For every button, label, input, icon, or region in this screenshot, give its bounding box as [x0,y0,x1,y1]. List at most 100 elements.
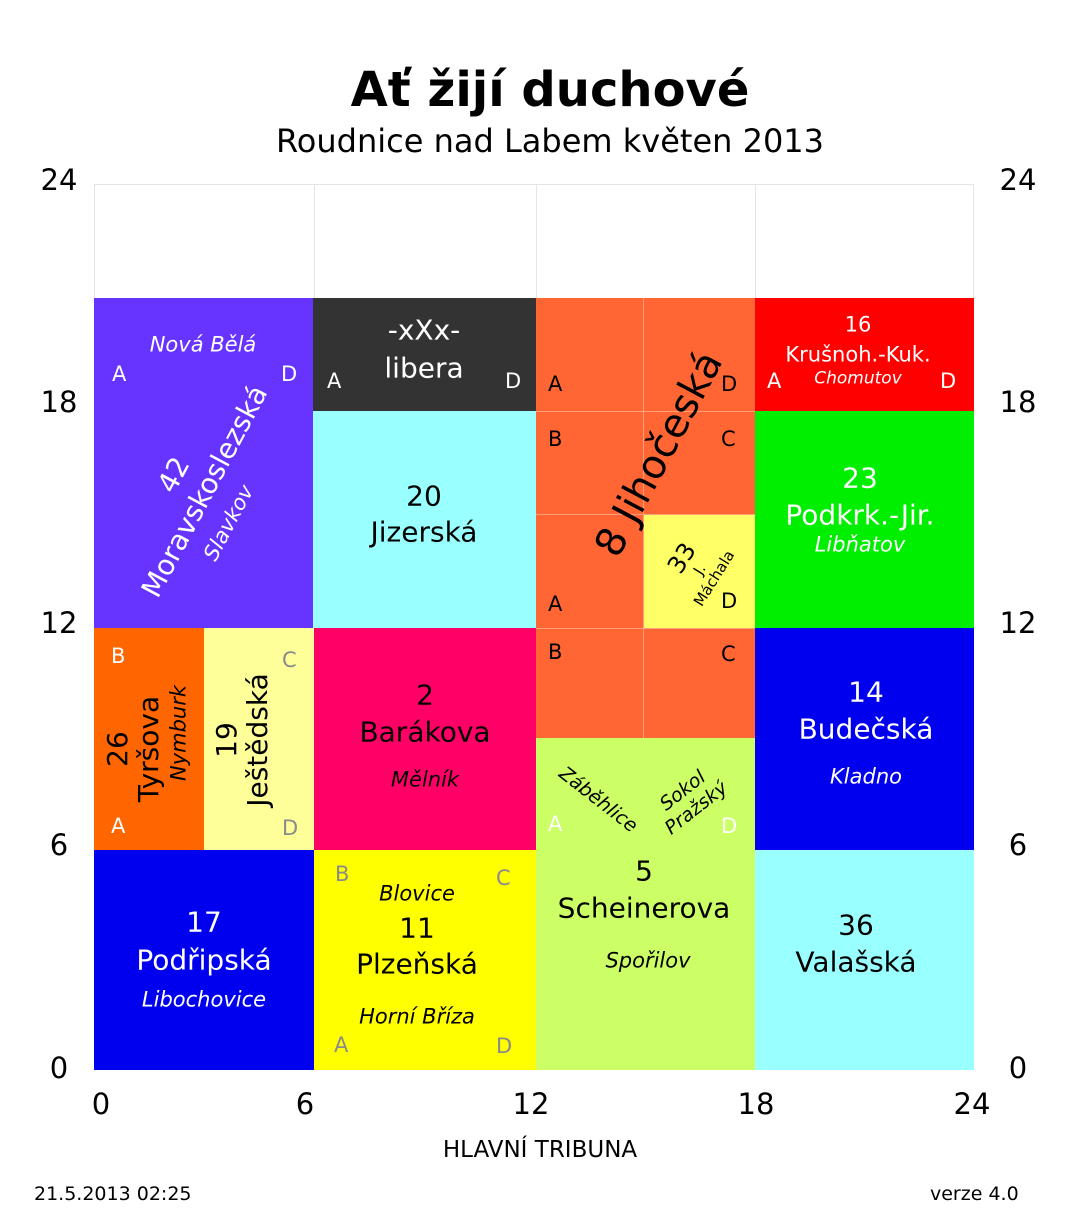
block-name: Podřipská [136,943,272,977]
y-tick-right-24: 24 [999,163,1037,197]
corner-a: A [327,369,342,393]
y-tick-left-24: 24 [40,163,78,197]
corner-a-lower: A [548,592,563,616]
block-name: Podkrk.-Jir. [785,498,935,532]
field-map: Nová Bělá A D 42 Moravskoslezská Slavkov… [94,184,974,1070]
corner-d: D [721,372,738,396]
corner-b: B [111,644,126,668]
block-number: 2 [416,678,434,712]
block-jestedska-label: 19 Ještědská [210,673,274,807]
grid-line-v0 [94,184,95,299]
tile-divider-h2 [536,514,755,515]
town-nymburk: Nymburk [166,684,191,782]
block-tyrsova-label: 26 Tyršova [101,695,165,803]
corner-b: B [335,862,350,886]
block-podkrk[interactable]: 23 Podkrk.-Jir. Libňatov [755,411,974,628]
block-moravskoslezska[interactable]: Nová Bělá A D 42 Moravskoslezská Slavkov [94,298,313,628]
town-libnatov: Libňatov [814,532,906,557]
corner-a: A [334,1033,349,1057]
town-libochovice: Libochovice [141,987,267,1012]
town-sokol-prazsky: Sokol Pražský [648,760,732,839]
block-name: Budečská [798,712,934,746]
block-budecska[interactable]: 14 Budečská Kladno [755,628,974,850]
block-podripska[interactable]: 17 Podřipská Libochovice [94,850,314,1070]
block-moravskoslezska-label: 42 Moravskoslezská [103,363,275,604]
corner-d: D [282,816,299,840]
version-label: verze 4.0 [930,1183,1019,1205]
block-scheinerova[interactable]: 5 Scheinerova Spořilov [536,850,755,1070]
block-libera-line2: libera [384,351,464,385]
block-name: Jizerská [370,515,478,549]
block-machala[interactable]: 33 J. Máchala D [644,515,755,628]
corner-d: D [721,814,738,838]
x-tick-18: 18 [737,1087,775,1121]
town-sporilov: Spořilov [605,948,691,973]
corner-d: D [281,362,298,386]
grid-line-v12 [536,184,537,299]
grid-line-v24 [973,184,974,299]
corner-b-lower: B [548,640,563,664]
grid-line-v18 [755,184,756,299]
y-tick-right-18: 18 [999,385,1037,419]
block-tyrsova[interactable]: B A 26 Tyršova Nymburk [94,628,204,850]
corner-b: B [548,427,563,451]
block-number: 17 [186,905,222,939]
block-number: 5 [635,854,653,888]
block-barakova[interactable]: 2 Barákova Mělník [314,628,536,850]
block-number: 23 [842,461,878,495]
block-jizerska[interactable]: 20 Jizerská [313,411,536,628]
block-name: Valašská [795,945,917,979]
axis-x-label: HLAVNÍ TRIBUNA [442,1137,638,1163]
block-libera-line1: -xXx- [387,313,461,347]
block-name: Barákova [359,715,491,749]
block-number: 36 [838,908,874,942]
y-tick-left-6: 6 [49,828,69,862]
timestamp: 21.5.2013 02:25 [34,1183,192,1205]
corner-d: D [721,589,738,613]
block-jestedska[interactable]: C D 19 Ještědská [204,628,314,850]
block-name: Tyršova [132,695,165,803]
block-number: 19 [210,722,244,758]
y-tick-left-0: 0 [49,1051,69,1085]
x-tick-24: 24 [953,1087,991,1121]
town-nova-bela: Nová Bělá [149,332,257,357]
corner-a: A [767,369,782,393]
town-zabehlice: Záběhlice [554,762,642,837]
block-number: 20 [406,479,442,513]
corner-c: C [282,648,297,672]
y-tick-right-6: 6 [1008,828,1028,862]
x-tick-0: 0 [91,1087,111,1121]
y-tick-left-12: 12 [40,606,78,640]
corner-c-lower: C [721,642,736,666]
y-tick-right-12: 12 [999,606,1037,640]
town-horni-briza: Horní Bříza [359,1004,475,1029]
block-name: Plzeňská [356,947,478,981]
block-zabehlice[interactable]: Záběhlice Sokol Pražský A D [536,738,755,850]
x-tick-6: 6 [295,1087,315,1121]
tile-divider-v [643,298,644,738]
block-libera[interactable]: -xXx- libera A D [313,298,536,411]
town-blovice: Blovice [379,881,455,906]
corner-d: D [496,1034,513,1058]
block-name: Ještědská [241,673,274,807]
block-name: Scheinerova [557,891,731,925]
tile-divider-h1 [536,411,755,412]
corner-c: C [496,866,511,890]
y-tick-left-18: 18 [40,385,78,419]
block-valasska[interactable]: 36 Valašská [755,850,974,1070]
corner-a: A [112,362,127,386]
town-melnik: Mělník [390,767,460,792]
corner-a: A [548,372,563,396]
town-chomutov: Chomutov [814,368,902,389]
grid-line-v6 [314,184,315,299]
block-number: 26 [101,731,135,767]
block-krusnoh[interactable]: 16 Krušnoh.-Kuk. Chomutov A D [755,298,974,411]
block-number: 16 [844,312,872,337]
block-plzenska[interactable]: B C Blovice 11 Plzeňská Horní Bříza A D [314,850,536,1070]
block-name: Krušnoh.-Kuk. [785,342,931,367]
x-tick-12: 12 [512,1087,550,1121]
page-title: Ať žijí duchové [350,62,750,118]
page-subtitle: Roudnice nad Labem květen 2013 [275,122,825,160]
tile-divider-h3 [536,628,755,629]
y-tick-right-0: 0 [1008,1051,1028,1085]
